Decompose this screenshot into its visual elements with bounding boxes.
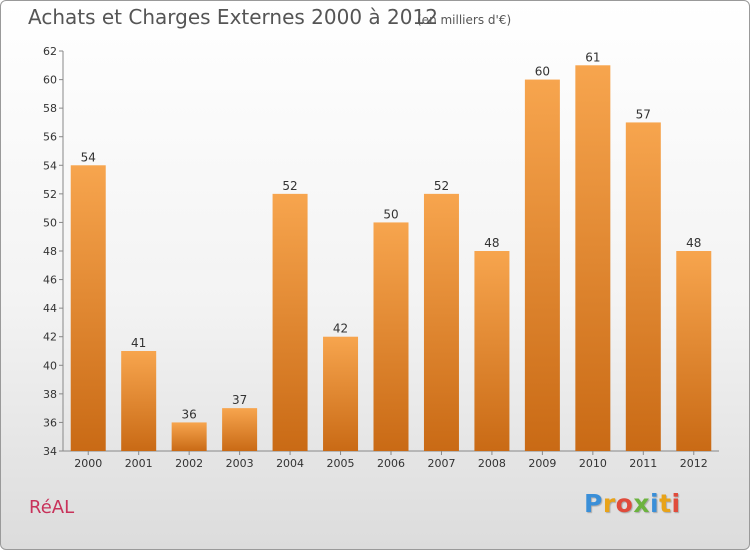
y-tick-label: 52 xyxy=(43,188,57,201)
bar xyxy=(524,79,560,452)
data-label: 57 xyxy=(636,107,651,121)
logo-letter: i xyxy=(671,489,681,518)
y-tick-label: 36 xyxy=(43,416,57,429)
x-tick-label: 2000 xyxy=(74,457,102,470)
logo-letter: P xyxy=(584,489,603,518)
x-tick-label: 2003 xyxy=(226,457,254,470)
data-label: 61 xyxy=(585,50,600,64)
chart-unit: (en milliers d'€) xyxy=(417,13,512,27)
x-tick-label: 2005 xyxy=(327,457,355,470)
y-tick-label: 56 xyxy=(43,131,57,144)
logo-letter: i xyxy=(650,489,660,518)
bar xyxy=(272,193,308,451)
data-label: 52 xyxy=(282,179,297,193)
y-tick-label: 38 xyxy=(43,388,57,401)
data-label: 36 xyxy=(182,407,197,421)
bar xyxy=(171,422,207,451)
chart-title: Achats et Charges Externes 2000 à 2012 xyxy=(28,5,438,29)
data-label: 41 xyxy=(131,336,146,350)
y-tick-label: 54 xyxy=(43,159,57,172)
data-label: 48 xyxy=(686,236,701,250)
x-tick-label: 2004 xyxy=(276,457,304,470)
proxiti-logo: Proxiti xyxy=(584,489,681,518)
y-tick-label: 60 xyxy=(43,74,57,87)
bar xyxy=(625,122,661,451)
data-label: 50 xyxy=(383,207,398,221)
y-tick-label: 46 xyxy=(43,274,57,287)
x-tick-label: 2006 xyxy=(377,457,405,470)
commune-name: RéAL xyxy=(29,497,75,518)
x-tick-label: 2008 xyxy=(478,457,506,470)
data-label: 60 xyxy=(535,65,550,79)
y-tick-label: 62 xyxy=(43,45,57,58)
data-label: 52 xyxy=(434,179,449,193)
x-tick-label: 2012 xyxy=(680,457,708,470)
y-tick-label: 42 xyxy=(43,331,57,344)
bar xyxy=(575,65,611,452)
x-tick-label: 2011 xyxy=(629,457,657,470)
bar xyxy=(121,351,157,451)
logo-letter: x xyxy=(633,489,650,518)
x-tick-label: 2007 xyxy=(427,457,455,470)
bar xyxy=(373,222,409,451)
data-label: 54 xyxy=(81,150,96,164)
bar xyxy=(474,251,510,451)
logo-letter: r xyxy=(602,489,616,518)
bar xyxy=(70,165,106,452)
x-tick-label: 2009 xyxy=(528,457,556,470)
data-label: 48 xyxy=(484,236,499,250)
data-labels: 54 41 36 37 52 42 50 52 48 60 61 57 48 xyxy=(81,50,702,421)
y-tick-label: 34 xyxy=(43,445,57,458)
y-tick-label: 48 xyxy=(43,245,57,258)
logo-letter: t xyxy=(659,489,672,518)
bar xyxy=(222,408,258,451)
axes: 34 36 38 40 42 44 46 48 50 52 54 56 58 60 62 2000 2001 20… xyxy=(43,45,719,470)
x-tick-label: 2002 xyxy=(175,457,203,470)
y-tick-label: 40 xyxy=(43,359,57,372)
y-tick-label: 50 xyxy=(43,216,57,229)
data-label: 42 xyxy=(333,322,348,336)
x-tick-label: 2010 xyxy=(579,457,607,470)
data-label: 37 xyxy=(232,393,247,407)
bars xyxy=(70,65,712,452)
bar xyxy=(423,193,459,451)
y-tick-label: 58 xyxy=(43,102,57,115)
y-tick-label: 44 xyxy=(43,302,57,315)
logo-letter: o xyxy=(615,489,634,518)
bar xyxy=(676,251,712,451)
bar xyxy=(323,336,359,451)
x-tick-label: 2001 xyxy=(125,457,153,470)
